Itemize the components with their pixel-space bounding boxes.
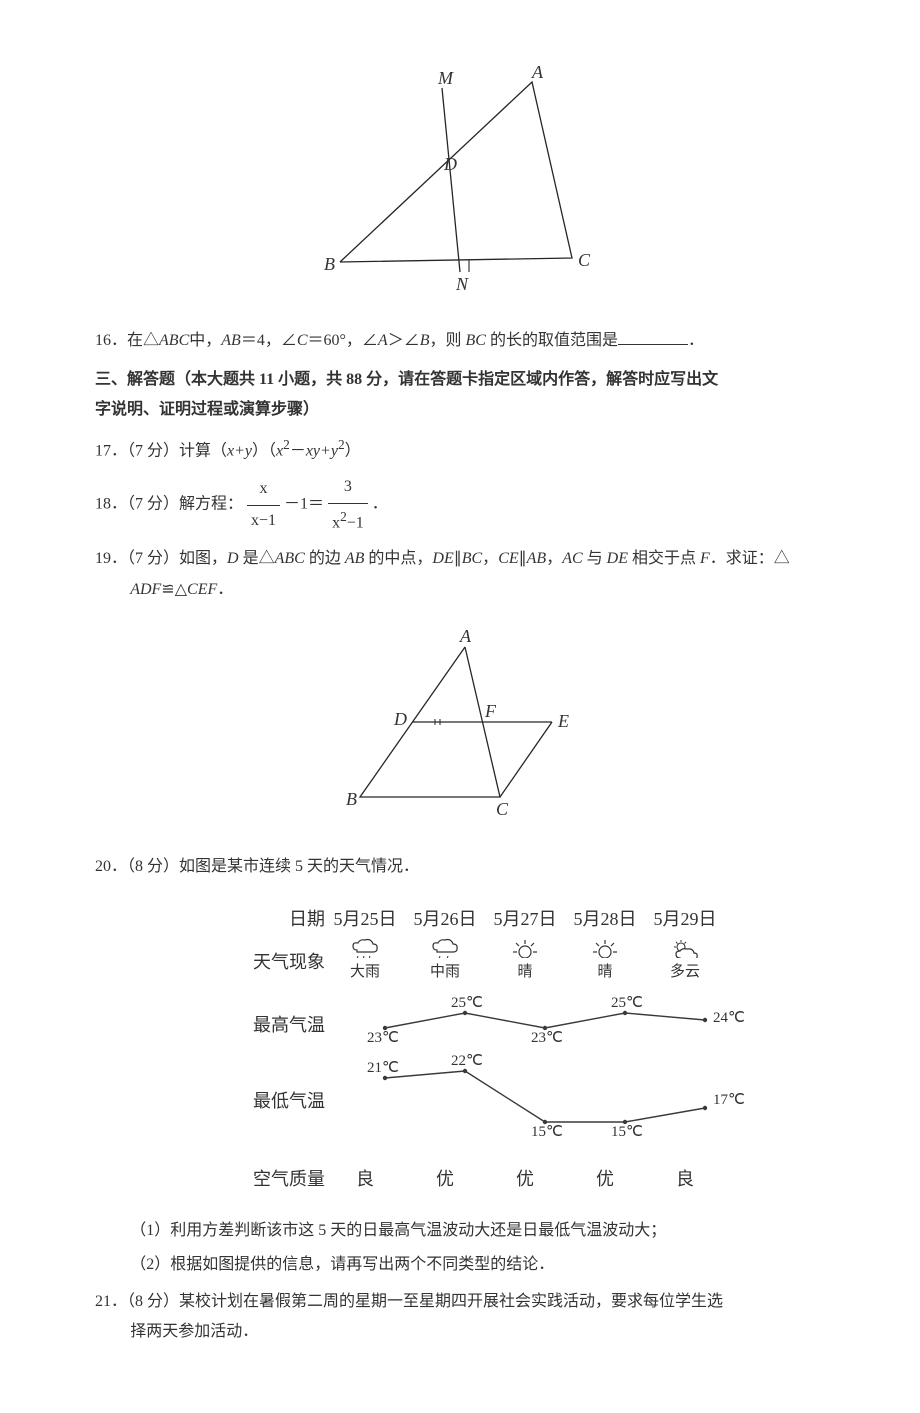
q16-label: 16．: [95, 332, 127, 349]
sun-icon: [508, 938, 542, 958]
label-C: C: [578, 250, 591, 270]
question-16: 16．在△ABC中，AB＝4，∠C＝60°，∠A＞∠B，则 BC 的长的取值范围…: [95, 326, 825, 356]
fraction-1: x x−1: [247, 474, 280, 536]
weather-phenom-row: 天气现象 大雨 中雨 晴 晴 多云: [135, 938, 825, 986]
temperature-line-chart: 23℃ 25℃ 23℃ 25℃ 24℃ 21℃ 22℃ 15℃ 15℃ 17℃: [325, 988, 765, 1148]
weather-temp-chart-row: 最高气温 最低气温 23℃25℃23℃25℃24℃21℃22℃15℃15℃17℃: [135, 988, 825, 1159]
svg-text:15℃: 15℃: [611, 1124, 643, 1140]
fraction-2: 3 x2−1: [328, 472, 368, 538]
svg-text:23℃: 23℃: [531, 1030, 563, 1046]
sun-icon: [588, 938, 622, 958]
figure-15: M A D B N C: [95, 60, 825, 306]
svg-text:24℃: 24℃: [713, 1010, 745, 1026]
svg-text:C: C: [496, 799, 509, 819]
svg-text:17℃: 17℃: [713, 1092, 745, 1108]
weather-infographic: 日期 5月25日 5月26日 5月27日 5月28日 5月29日 天气现象 大雨…: [135, 902, 825, 1196]
rain-icon: [348, 938, 382, 958]
svg-text:A: A: [459, 626, 472, 646]
q20-sub1: （1）利用方差判断该市这 5 天的日最高气温波动大还是日最低气温波动大；: [95, 1216, 825, 1246]
svg-text:F: F: [484, 701, 497, 721]
svg-text:21℃: 21℃: [367, 1060, 399, 1076]
weather-dates-row: 日期 5月25日 5月26日 5月27日 5月28日 5月29日: [135, 902, 825, 936]
question-18: 18．（7 分）解方程： x x−1 －1＝ 3 x2−1 ．: [95, 472, 825, 538]
question-20: 20．（8 分）如图是某市连续 5 天的天气情况．: [95, 852, 825, 882]
svg-text:22℃: 22℃: [451, 1053, 483, 1069]
weather-aqi-row: 空气质量 良 优 优 优 良: [135, 1162, 825, 1196]
q16-blank: [618, 329, 688, 345]
svg-text:D: D: [393, 709, 407, 729]
question-19: 19．（7 分）如图，D 是△ABC 的边 AB 的中点，DE∥BC，CE∥AB…: [95, 544, 825, 605]
label-D: D: [443, 154, 457, 174]
svg-text:E: E: [557, 711, 569, 731]
svg-text:23℃: 23℃: [367, 1030, 399, 1046]
rain-icon: [428, 938, 462, 958]
triangle-def-figure: A B C D F E: [330, 625, 590, 820]
cloud-icon: [668, 938, 702, 958]
label-N: N: [455, 274, 469, 294]
svg-text:25℃: 25℃: [611, 995, 643, 1011]
question-21: 21．（8 分）某校计划在暑假第二周的星期一至星期四开展社会实践活动，要求每位学…: [95, 1287, 825, 1348]
question-17: 17．（7 分）计算（x+y）（x2－xy+y2）: [95, 432, 825, 467]
label-A: A: [531, 62, 544, 82]
section-3-heading: 三、解答题（本大题共 11 小题，共 88 分，请在答题卡指定区域内作答，解答时…: [95, 365, 825, 426]
q20-sub2: （2）根据如图提供的信息，请再写出两个不同类型的结论．: [95, 1250, 825, 1280]
svg-text:25℃: 25℃: [451, 995, 483, 1011]
svg-text:B: B: [346, 789, 357, 809]
label-M: M: [437, 68, 454, 88]
triangle-mdn-figure: M A D B N C: [310, 60, 610, 295]
figure-19: A B C D F E: [95, 625, 825, 831]
svg-text:15℃: 15℃: [531, 1124, 563, 1140]
label-B: B: [324, 254, 335, 274]
